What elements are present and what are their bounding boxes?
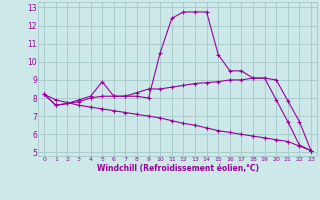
X-axis label: Windchill (Refroidissement éolien,°C): Windchill (Refroidissement éolien,°C) bbox=[97, 164, 259, 173]
